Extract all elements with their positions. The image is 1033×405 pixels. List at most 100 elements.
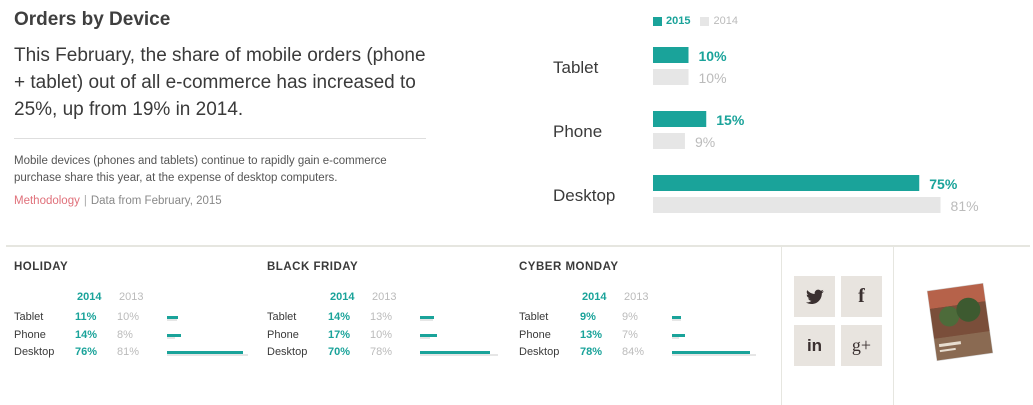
section-divider: [6, 245, 1030, 247]
page-title: Orders by Device: [14, 9, 171, 30]
cyber-monday-bar-2014-phone: [672, 334, 685, 337]
meta-line: Methodology | Data from February, 2015: [14, 195, 222, 207]
cyber-monday-bar-2013-tablet: [672, 319, 681, 321]
cyber-monday-label-desktop: Desktop: [519, 346, 560, 358]
data-label-2015-tablet: 10%: [699, 48, 728, 64]
category-label-desktop: Desktop: [553, 186, 615, 205]
divider: [14, 138, 426, 139]
bar-2015-phone: [653, 111, 707, 127]
facebook-button[interactable]: f: [841, 276, 882, 317]
report-cover-image[interactable]: [922, 281, 998, 363]
cyber-monday-bar-2014-desktop: [672, 351, 750, 354]
bar-2015-tablet: [653, 47, 689, 63]
black-friday-value-2013-phone: 10%: [370, 329, 393, 341]
holiday-value-2014-tablet: 11%: [75, 311, 97, 323]
black-friday-year-previous: 2013: [372, 291, 397, 303]
holiday-bar-2013-desktop: [167, 354, 248, 356]
black-friday-bar-2014-tablet: [420, 316, 434, 319]
black-friday-label-tablet: Tablet: [267, 311, 297, 323]
black-friday-value-2014-phone: 17%: [328, 329, 351, 341]
orders-by-device-chart: Tablet 10% 10% Phone 15%9% Desktop 75% 81%: [553, 47, 979, 214]
cyber-monday-bar-2013-desktop: [672, 354, 756, 356]
data-label-2014-phone: 9%: [695, 134, 715, 150]
legend-item-2014: 2014: [700, 15, 738, 27]
description: Mobile devices (phones and tablets) cont…: [14, 155, 387, 184]
cyber-monday-year-previous: 2013: [624, 291, 649, 303]
holiday-value-2014-desktop: 76%: [75, 346, 98, 358]
data-label-2014-desktop: 81%: [951, 198, 979, 214]
black-friday-value-2013-tablet: 13%: [370, 311, 393, 323]
column-divider: [781, 247, 782, 405]
facebook-icon: f: [858, 285, 865, 307]
data-label-2014-tablet: 10%: [699, 70, 727, 86]
methodology-link[interactable]: Methodology: [14, 195, 80, 207]
holiday-year-previous: 2013: [119, 291, 144, 303]
meta-separator: |: [83, 195, 87, 207]
black-friday-label-phone: Phone: [267, 329, 299, 341]
holiday-value-2013-tablet: 10%: [117, 311, 140, 323]
black-friday-year-current: 2014: [330, 291, 355, 303]
holiday-label-phone: Phone: [14, 329, 46, 341]
twitter-button[interactable]: [794, 276, 835, 317]
cyber-monday-value-2014-tablet: 9%: [580, 311, 596, 323]
data-label-2015-phone: 15%: [716, 112, 745, 128]
legend-label-2014: 2014: [713, 15, 738, 27]
black-friday-value-2014-desktop: 70%: [328, 346, 351, 358]
linkedin-button[interactable]: in: [794, 325, 835, 366]
cyber-monday-value-2013-phone: 7%: [622, 329, 638, 341]
black-friday-bar-2013-phone: [420, 337, 430, 339]
cyber-monday-label-phone: Phone: [519, 329, 551, 341]
holiday-bar-2014-desktop: [167, 351, 243, 354]
holiday-title: HOLIDAY: [14, 261, 69, 273]
category-label-tablet: Tablet: [553, 58, 599, 77]
holiday-label-desktop: Desktop: [14, 346, 55, 358]
linkedin-icon: in: [806, 335, 823, 355]
black-friday-bars: [420, 316, 498, 356]
cyber-monday-title: CYBER MONDAY: [519, 261, 619, 273]
legend-item-2015: 2015: [653, 15, 690, 27]
black-friday-bar-2013-desktop: [420, 354, 498, 356]
holiday-value-2013-desktop: 81%: [117, 346, 140, 358]
bar-2014-tablet: [653, 69, 689, 85]
holiday-value-2014-phone: 14%: [75, 329, 98, 341]
cyber-monday-value-2014-phone: 13%: [580, 329, 603, 341]
google-plus-icon: g+: [851, 335, 872, 355]
data-source: Data from February, 2015: [90, 195, 222, 207]
bar-2015-desktop: [653, 175, 920, 191]
holiday-bar-2014-phone: [167, 334, 181, 337]
black-friday-bar-2014-desktop: [420, 351, 490, 354]
holiday-bar-2013-tablet: [167, 319, 177, 321]
legend-label-2015: 2015: [666, 15, 691, 27]
bar-2014-phone: [653, 133, 685, 149]
cyber-monday-bars: [672, 316, 756, 356]
bar-2014-desktop: [653, 197, 941, 213]
lead-paragraph: This February, the share of mobile order…: [14, 45, 426, 120]
holiday-label-tablet: Tablet: [14, 311, 44, 323]
holiday-bar-2013-phone: [167, 337, 175, 339]
black-friday-bar-2014-phone: [420, 334, 437, 337]
cyber-monday-bar-2013-phone: [672, 337, 679, 339]
cyber-monday-label-tablet: Tablet: [519, 311, 549, 323]
cyber-monday-value-2013-desktop: 84%: [622, 346, 645, 358]
holiday-bars: [167, 316, 248, 356]
chart-legend: 2015 2014: [653, 15, 748, 27]
black-friday-value-2013-desktop: 78%: [370, 346, 393, 358]
cyber-monday-value-2013-tablet: 9%: [622, 311, 638, 323]
holiday-bar-2014-tablet: [167, 316, 178, 319]
legend-swatch-2015: [653, 16, 662, 26]
legend-swatch-2014: [700, 16, 710, 26]
category-label-phone: Phone: [553, 122, 602, 141]
black-friday-label-desktop: Desktop: [267, 346, 308, 358]
data-label-2015-desktop: 75%: [929, 176, 958, 192]
black-friday-bar-2013-tablet: [420, 319, 433, 321]
cyber-monday-bar-2014-tablet: [672, 316, 681, 319]
holiday-value-2013-phone: 8%: [117, 329, 133, 341]
column-divider: [893, 247, 894, 405]
holiday-year-current: 2014: [77, 291, 102, 303]
cyber-monday-year-current: 2014: [582, 291, 607, 303]
black-friday-title: BLACK FRIDAY: [267, 261, 359, 273]
black-friday-value-2014-tablet: 14%: [328, 311, 351, 323]
google-plus-button[interactable]: g+: [841, 325, 882, 366]
cyber-monday-value-2014-desktop: 78%: [580, 346, 603, 358]
twitter-icon: [805, 289, 824, 304]
